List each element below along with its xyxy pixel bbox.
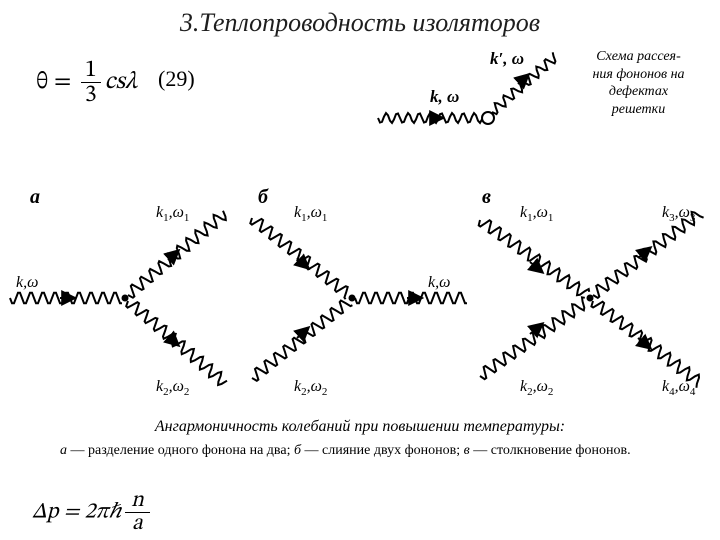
panel-c: в k1,ω1 k2,ω2 k3,ω3 k4,ω4 bbox=[462, 178, 720, 408]
caption-sub-text-b: — слияние двух фононов; bbox=[301, 443, 464, 458]
panel-a: а k,ω k1,ω1 k2,ω2 bbox=[0, 178, 255, 408]
defect-label-kout: k′, ω bbox=[490, 49, 524, 68]
lbl-c-k1: k1,ω1 bbox=[520, 204, 553, 224]
panel-b: б k1,ω1 k2,ω2 k,ω bbox=[242, 178, 482, 408]
eq1-fraction: 13 bbox=[81, 58, 101, 107]
equation-theta: θ = 13csλ bbox=[36, 58, 137, 107]
panel-c-letter: в bbox=[482, 186, 491, 209]
lbl-c-k4: k4,ω4 bbox=[662, 378, 695, 398]
panel-b-letter: б bbox=[258, 186, 268, 209]
equation-number: (29) bbox=[158, 66, 195, 92]
lbl-a-k: k,ω bbox=[16, 274, 38, 292]
eq1-equals: = bbox=[48, 70, 77, 94]
caption-sub: а — разделение одного фонона на два; б —… bbox=[60, 442, 660, 460]
eq1-frac-num: 1 bbox=[81, 58, 101, 83]
eq2-fraction: na bbox=[125, 490, 150, 535]
defect-label-kin: k, ω bbox=[430, 87, 459, 106]
eq2-den: a bbox=[125, 513, 150, 535]
equation-delta-p: Δp = 2πℏna bbox=[32, 490, 154, 535]
panel-a-letter: а bbox=[30, 186, 40, 209]
caption-sub-a: а bbox=[60, 443, 67, 458]
eq2-num: n bbox=[125, 490, 150, 513]
eq1-frac-den: 3 bbox=[81, 83, 101, 107]
defect-caption: Схема рассея- ния фононов на дефектах ре… bbox=[571, 48, 706, 118]
diagram-a bbox=[0, 178, 255, 408]
caption-sub-text-c: — столкновение фононов. bbox=[470, 443, 631, 458]
lbl-b-k: k,ω bbox=[428, 274, 450, 292]
eq2-head: Δp = 2πℏ bbox=[32, 502, 121, 524]
lbl-a-k2: k2,ω2 bbox=[156, 378, 189, 398]
lbl-a-k1: k1,ω1 bbox=[156, 204, 189, 224]
lbl-b-k2: k2,ω2 bbox=[294, 378, 327, 398]
diagram-defect-scattering: k, ω k′, ω bbox=[370, 48, 570, 158]
caption-sub-b: б bbox=[294, 443, 301, 458]
eq1-theta: θ bbox=[36, 70, 48, 94]
caption-sub-text-a: — разделение одного фонона на два; bbox=[67, 443, 294, 458]
diagram-row: а k,ω k1,ω1 k2,ω2 б bbox=[0, 178, 720, 408]
lbl-c-k2: k2,ω2 bbox=[520, 378, 553, 398]
diagram-b bbox=[242, 178, 482, 408]
page-title: 3.Теплопроводность изоляторов bbox=[0, 8, 720, 38]
eq1-tail: csλ bbox=[105, 70, 137, 94]
caption-main: Ангармоничность колебаний при повышении … bbox=[0, 418, 720, 436]
lbl-c-k3: k3,ω3 bbox=[662, 204, 695, 224]
lbl-b-k1: k1,ω1 bbox=[294, 204, 327, 224]
